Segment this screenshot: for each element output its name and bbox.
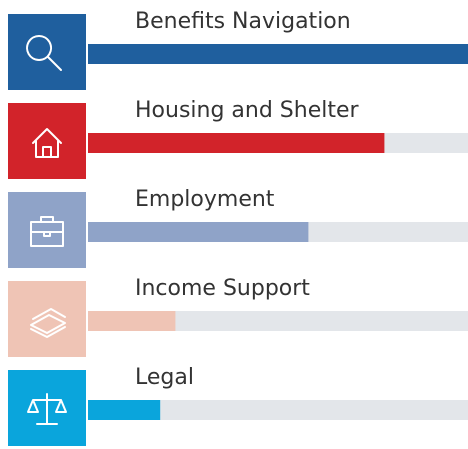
icon-glyph [32,128,62,158]
category-icon [8,103,86,179]
icon-glyph [27,393,67,425]
bar-track [88,400,468,420]
category-label: Legal [135,365,194,390]
category-icon [8,14,86,90]
bar [88,133,385,153]
category-icon [8,192,86,268]
icon-glyph [30,216,64,247]
icon-background [8,14,86,90]
bar [88,400,161,420]
icon-background [8,192,86,268]
category-label: Income Support [135,276,310,301]
bar-track [88,311,468,331]
icon-glyph [26,35,62,71]
category-icon [8,281,86,357]
bar [88,222,309,242]
bar [88,311,176,331]
category-label: Employment [135,187,275,212]
bar [88,44,468,64]
icon-background [8,103,86,179]
category-label: Benefits Navigation [135,9,351,34]
icon-glyph [30,308,66,338]
icon-background [8,281,86,357]
category-label: Housing and Shelter [135,98,360,123]
category-icon [8,370,86,446]
